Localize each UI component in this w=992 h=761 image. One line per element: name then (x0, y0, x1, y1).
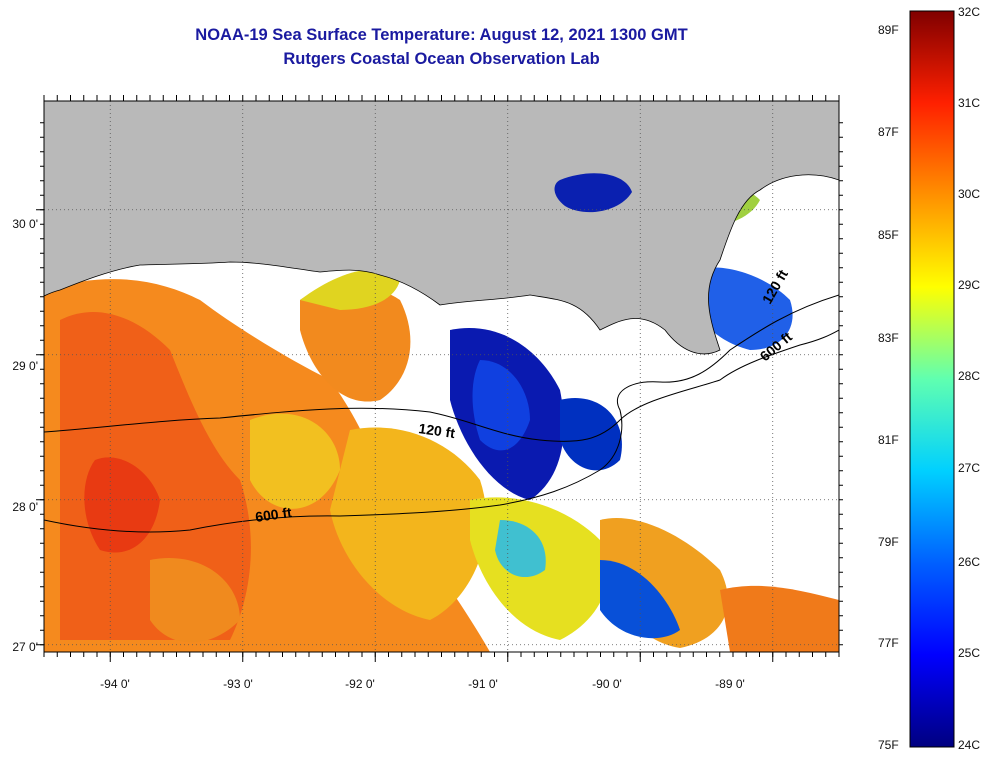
lon-label-94: -94 0' (100, 677, 130, 691)
lon-label-92: -92 0' (345, 677, 375, 691)
map-title: NOAA-19 Sea Surface Temperature: August … (195, 26, 688, 44)
cb-label-81f: 81F (878, 433, 899, 447)
contour-label-600ft-west: 600 ft (254, 504, 293, 525)
lon-label-91: -91 0' (468, 677, 498, 691)
cb-label-25c: 25C (958, 646, 981, 660)
lon-label-89: -89 0' (715, 677, 745, 691)
sst-data-layer (44, 166, 839, 652)
cb-label-30c: 30C (958, 187, 981, 201)
cb-label-26c: 26C (958, 555, 981, 569)
cb-label-85f: 85F (878, 228, 899, 242)
lon-label-93: -93 0' (223, 677, 253, 691)
lat-label-29: 29 0' (12, 359, 38, 373)
lat-label-28: 28 0' (12, 500, 38, 514)
cb-label-24c: 24C (958, 738, 981, 752)
contour-label-120ft-west: 120 ft (418, 420, 457, 441)
cb-label-89f: 89F (878, 23, 899, 37)
graticule (44, 101, 839, 652)
colorbar (909, 10, 955, 748)
cb-label-31c: 31C (958, 96, 981, 110)
land-mass (44, 101, 839, 355)
cb-label-79f: 79F (878, 535, 899, 549)
contour-600ft (44, 294, 839, 533)
cb-label-75f: 75F (878, 738, 899, 752)
lat-label-30: 30 0' (12, 217, 38, 231)
cb-label-32c: 32C (958, 5, 981, 19)
lat-label-27: 27 0' (12, 640, 38, 654)
cb-label-77f: 77F (878, 636, 899, 650)
map-subtitle: Rutgers Coastal Ocean Observation Lab (283, 50, 600, 68)
map-ticks (36, 95, 843, 662)
cb-label-87f: 87F (878, 125, 899, 139)
cb-label-27c: 27C (958, 461, 981, 475)
cb-label-83f: 83F (878, 331, 899, 345)
contour-120ft (44, 329, 839, 442)
lake-pontchartrain (554, 173, 632, 213)
lon-label-90: -90 0' (592, 677, 622, 691)
cb-label-29c: 29C (958, 278, 981, 292)
cb-label-28c: 28C (958, 369, 981, 383)
